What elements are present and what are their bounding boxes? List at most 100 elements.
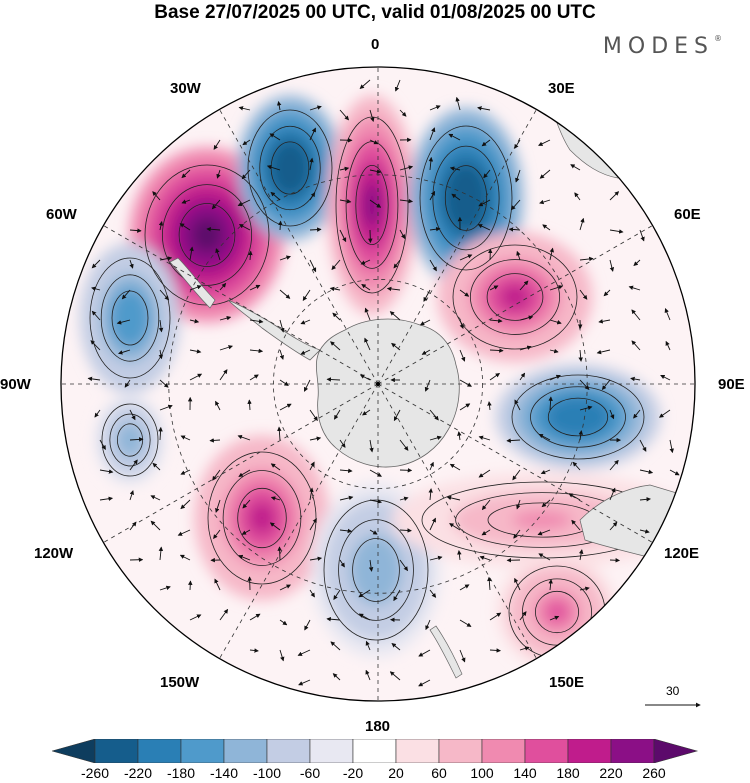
- wind-vector: [519, 372, 526, 381]
- wind-vector: [214, 578, 221, 591]
- wind-vector: [639, 439, 647, 452]
- wind-vector: [279, 649, 285, 662]
- meridian-line: [219, 109, 379, 385]
- wind-vector: [91, 286, 101, 291]
- anomaly-contour: [345, 141, 399, 269]
- colorbar-swatch: [309, 739, 354, 763]
- wind-vector: [489, 612, 502, 621]
- wind-vector: [215, 400, 221, 411]
- wind-vector: [519, 646, 530, 651]
- wind-vector: [309, 157, 314, 171]
- wind-vector: [633, 409, 641, 419]
- colorbar-tick-label: 20: [388, 765, 404, 781]
- wind-vector: [549, 615, 560, 621]
- meridian-line: [219, 383, 379, 659]
- wind-vector: [541, 499, 551, 508]
- wind-vector: [549, 247, 555, 261]
- wind-vector: [609, 521, 618, 531]
- lon-label-180: 180: [365, 718, 391, 735]
- wind-vector: [578, 549, 584, 561]
- wind-vector: [238, 224, 251, 231]
- wind-vector: [209, 438, 221, 443]
- wind-vector: [391, 342, 401, 351]
- wind-vector: [609, 487, 616, 501]
- wind-vector: [309, 518, 317, 531]
- wind-vector: [237, 199, 251, 206]
- wind-vector: [279, 255, 291, 261]
- wind-vector: [540, 469, 551, 475]
- wind-vector: [362, 409, 371, 416]
- wind-vector: [358, 613, 371, 621]
- wind-vector: [665, 340, 671, 351]
- wind-vector: [478, 435, 491, 441]
- anomaly-contour: [444, 165, 488, 231]
- wind-vector: [358, 589, 371, 598]
- colorbar-tick-label: -180: [166, 765, 196, 781]
- wind-vector: [459, 649, 466, 663]
- wind-vector: [548, 396, 553, 411]
- wind-vector: [579, 379, 590, 390]
- wind-vector: [609, 229, 624, 234]
- wind-vector: [542, 224, 551, 231]
- colorbar-tick-label: -60: [299, 765, 321, 781]
- wind-vector: [419, 319, 431, 326]
- wind-vector: [596, 349, 611, 355]
- colorbar-swatch: [52, 739, 96, 763]
- wind-vector: [332, 673, 341, 681]
- wind-vector: [279, 379, 289, 386]
- wind-vector: [269, 133, 281, 141]
- colorbar-swatch: [524, 739, 569, 763]
- wind-vector: [332, 312, 341, 321]
- anomaly-contour: [111, 290, 149, 346]
- map-boundary: [60, 66, 696, 702]
- wind-vector: [578, 430, 584, 441]
- lon-label-90e: 90E: [718, 376, 745, 393]
- wind-vector: [429, 461, 434, 471]
- wind-vector: [177, 529, 191, 536]
- colorbar-swatch: [610, 739, 655, 763]
- wind-vector: [389, 671, 401, 681]
- wind-vector: [158, 221, 164, 231]
- wind-vector: [364, 337, 371, 351]
- lon-label-60e: 60E: [674, 206, 701, 223]
- meridian-line: [377, 383, 653, 543]
- wind-vector: [206, 227, 221, 232]
- wind-vector: [421, 349, 431, 355]
- wind-vector: [578, 349, 583, 362]
- wind-vector: [180, 499, 191, 510]
- meridian-line: [103, 225, 379, 385]
- wind-vector: [249, 319, 264, 324]
- wind-vector: [242, 499, 251, 509]
- wind-vector: [369, 529, 378, 535]
- colorbar-tick-label: 100: [470, 765, 494, 781]
- wind-vector: [215, 499, 221, 513]
- anomaly-contour: [352, 538, 400, 602]
- anomaly-contour: [109, 413, 151, 467]
- wind-vector: [237, 434, 251, 441]
- wind-vector: [483, 169, 491, 179]
- wind-vector: [399, 165, 414, 171]
- wind-vector: [579, 217, 585, 231]
- wind-vector: [309, 556, 323, 561]
- wind-vector: [511, 199, 521, 211]
- wind-vector: [515, 169, 521, 183]
- wind-vector: [150, 520, 161, 531]
- wind-vector: [369, 169, 382, 174]
- anomaly-field: [80, 95, 692, 670]
- colorbar-swatch: [223, 739, 268, 763]
- wind-vector: [339, 166, 350, 172]
- wind-vector: [609, 459, 619, 471]
- wind-vector: [91, 259, 101, 269]
- wind-vector: [369, 139, 379, 145]
- wind-vector: [478, 469, 491, 478]
- anomaly-contour: [323, 499, 429, 641]
- anomaly-shade: [279, 153, 301, 183]
- wind-vector: [609, 409, 615, 420]
- wind-vector: [158, 546, 164, 561]
- wind-vector: [334, 409, 341, 420]
- wind-vector: [459, 319, 464, 330]
- wind-vector: [537, 529, 551, 536]
- wind-vector: [277, 546, 282, 561]
- map-title: Base 27/07/2025 00 UTC, valid 01/08/2025…: [154, 2, 596, 23]
- wind-vector: [180, 435, 191, 441]
